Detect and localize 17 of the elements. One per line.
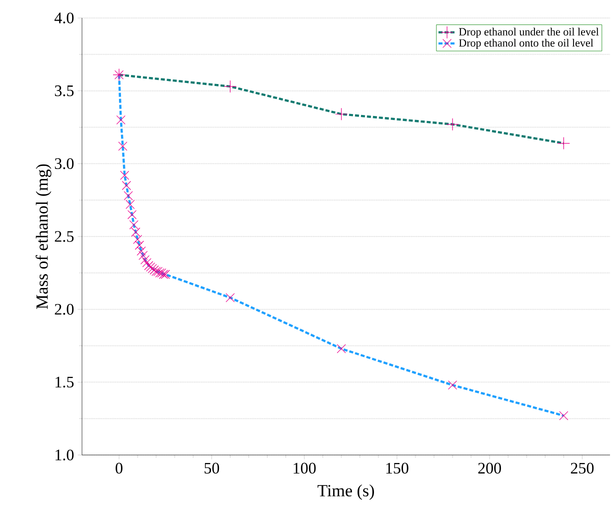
legend-label: Drop ethanol onto the oil level bbox=[458, 38, 594, 49]
x-tick-label: 0 bbox=[116, 462, 122, 474]
x-axis-title: Time (s) bbox=[318, 484, 374, 500]
legend-label: Drop ethanol under the oil level bbox=[458, 28, 599, 38]
y-tick-label: 1.5 bbox=[56, 376, 74, 388]
y-tick-label: 4.0 bbox=[54, 12, 74, 24]
y-tick-label: 3.0 bbox=[54, 158, 74, 170]
y-tick-label: 1.0 bbox=[56, 450, 74, 460]
x-tick-label: 50 bbox=[204, 462, 220, 474]
y-tick-label: 2.5 bbox=[54, 231, 74, 242]
x-tick-label: 100 bbox=[294, 462, 316, 474]
x-tick-label: 250 bbox=[570, 462, 594, 474]
x-tick-label: 200 bbox=[478, 462, 501, 474]
y-tick-label: 2.0 bbox=[54, 304, 74, 315]
y-tick-label: 3.5 bbox=[54, 85, 74, 96]
y-axis-title: Mass of ethanol (mg) bbox=[36, 164, 52, 309]
x-tick-label: 150 bbox=[386, 462, 408, 474]
